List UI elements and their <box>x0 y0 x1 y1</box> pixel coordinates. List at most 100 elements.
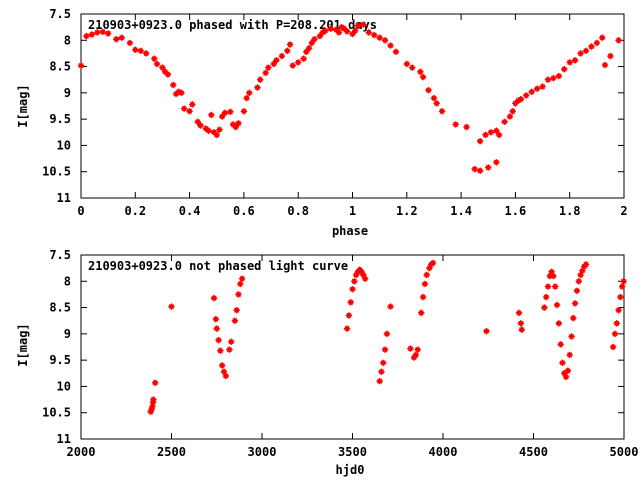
data-point <box>294 59 302 66</box>
data-point <box>566 351 574 359</box>
x-tick-label: 2500 <box>157 445 186 459</box>
data-point <box>137 47 145 55</box>
data-point <box>571 56 579 64</box>
data-point <box>300 55 307 62</box>
data-point <box>383 330 391 338</box>
data-point <box>509 107 516 115</box>
data-point <box>77 62 85 69</box>
data-point <box>168 303 175 310</box>
data-point <box>417 309 425 317</box>
data-point <box>533 85 541 92</box>
data-point <box>438 107 446 115</box>
data-point <box>186 107 193 115</box>
data-point <box>205 127 212 135</box>
x-axis-label: phase <box>332 224 368 238</box>
x-tick-label: 1.6 <box>505 204 527 218</box>
data-point <box>566 59 574 66</box>
data-point <box>278 52 286 60</box>
plot-frame <box>80 13 625 199</box>
data-point <box>316 32 324 40</box>
data-point <box>544 283 552 290</box>
data-point <box>238 275 246 282</box>
x-tick-label: 4000 <box>429 445 458 459</box>
data-point <box>240 107 248 115</box>
y-tick-label: 10 <box>57 138 71 152</box>
data-point <box>289 62 297 69</box>
data-point <box>495 131 503 139</box>
data-point <box>601 61 609 69</box>
y-axis-label: I[mag] <box>16 323 30 366</box>
data-point <box>236 280 244 288</box>
data-point <box>159 64 166 71</box>
data-point <box>153 60 161 68</box>
data-point <box>484 164 492 171</box>
data-point <box>615 306 622 314</box>
data-point <box>376 377 383 385</box>
data-point <box>493 127 500 135</box>
y-tick-label: 9 <box>64 327 71 341</box>
data-point <box>243 94 250 102</box>
data-point <box>361 275 369 282</box>
data-point <box>617 293 624 301</box>
y-tick-label: 10 <box>57 379 71 393</box>
data-point <box>354 22 362 29</box>
data-point <box>218 113 226 120</box>
data-point <box>611 330 619 338</box>
x-tick-label: 0 <box>77 204 84 218</box>
data-point <box>568 333 575 340</box>
data-point <box>423 271 431 279</box>
x-tick-label: 1.8 <box>559 204 581 218</box>
data-point <box>463 123 470 131</box>
data-point <box>410 354 418 361</box>
data-point <box>379 359 387 367</box>
data-point <box>541 304 548 311</box>
data-point <box>213 131 221 139</box>
data-point <box>303 48 310 56</box>
data-point <box>212 315 220 323</box>
data-point <box>419 73 427 81</box>
data-point <box>430 94 438 102</box>
data-point <box>235 291 242 298</box>
data-point <box>235 120 242 127</box>
y-tick-label: 10.5 <box>42 406 71 420</box>
data-point <box>562 373 570 381</box>
data-point <box>579 267 586 275</box>
data-point <box>403 60 411 68</box>
data-point <box>553 301 561 309</box>
data-point <box>408 64 416 71</box>
data-point <box>126 39 134 47</box>
data-point <box>518 326 526 333</box>
data-point <box>609 343 617 351</box>
data-point <box>308 39 316 47</box>
data-point <box>564 367 572 374</box>
data-point <box>322 27 329 35</box>
data-point <box>370 31 378 39</box>
data-point <box>349 285 356 293</box>
data-point <box>407 345 414 352</box>
data-point <box>433 100 440 107</box>
data-point <box>515 309 523 317</box>
data-point <box>387 42 394 49</box>
data-point <box>343 325 351 332</box>
data-point <box>217 347 224 354</box>
data-point <box>482 131 489 139</box>
x-tick-label: 2 <box>620 204 627 218</box>
x-tick-label: 0.4 <box>179 204 201 218</box>
data-point <box>381 346 389 353</box>
data-point <box>483 327 490 335</box>
data-point <box>347 299 354 306</box>
data-point <box>220 368 228 376</box>
data-point <box>476 167 484 174</box>
y-tick-label: 9.5 <box>49 112 71 126</box>
data-point <box>392 48 400 56</box>
data-point <box>151 55 158 62</box>
data-point <box>189 101 196 108</box>
data-point <box>104 30 112 37</box>
data-point <box>142 50 150 57</box>
data-point <box>557 341 564 348</box>
data-point <box>112 35 120 43</box>
data-point <box>351 27 359 35</box>
data-point <box>471 165 478 173</box>
data-point <box>213 325 221 332</box>
